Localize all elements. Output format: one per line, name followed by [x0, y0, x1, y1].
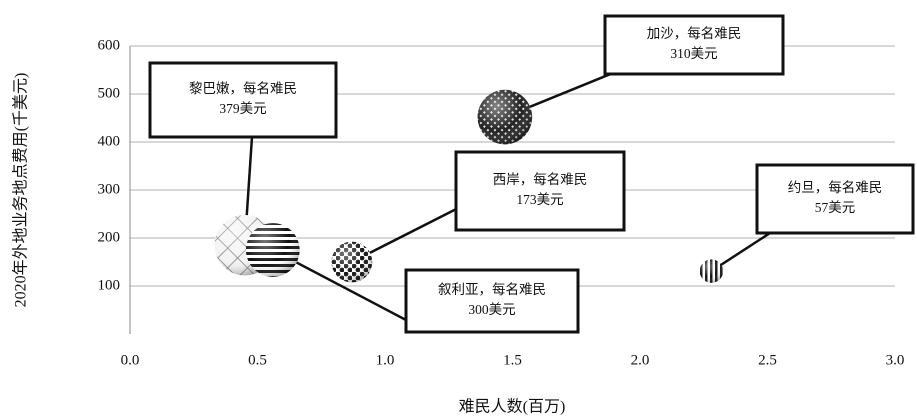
- x-tick-label: 3.0: [886, 352, 905, 368]
- bubble-shade: [245, 223, 300, 277]
- x-tick-label: 0.5: [248, 352, 267, 368]
- x-tick-label: 2.0: [631, 352, 650, 368]
- annotation-box: [454, 150, 626, 232]
- x-tick-label: 1.5: [503, 352, 522, 368]
- annotation-text: 黎巴嫩，每名难民: [189, 81, 297, 96]
- x-axis-title: 难民人数(百万): [459, 398, 566, 416]
- annotation-box: [755, 163, 915, 235]
- y-tick-label: 400: [98, 133, 121, 149]
- annotation-text: 310美元: [670, 46, 717, 61]
- annotation-text: 57美元: [815, 200, 856, 215]
- x-tick-label: 2.5: [758, 352, 777, 368]
- y-tick-label: 300: [98, 181, 121, 197]
- y-tick-label: 600: [98, 37, 121, 53]
- annotation-text: 173美元: [516, 192, 563, 207]
- y-tick-label: 200: [98, 229, 121, 245]
- annotation-box: [603, 14, 785, 76]
- y-axis-title: 2020年外地业务地点费用(千美元): [12, 73, 30, 308]
- annotation-text: 300美元: [468, 302, 515, 317]
- annotation-text: 约旦，每名难民: [788, 180, 883, 195]
- annotation-box: [148, 61, 338, 139]
- annotation-text: 西岸，每名难民: [493, 172, 588, 187]
- bubble-shade: [477, 89, 533, 145]
- annotation-text: 叙利亚，每名难民: [438, 282, 546, 297]
- bubble-shade: [331, 241, 373, 283]
- annotation-text: 379美元: [219, 101, 266, 116]
- y-tick-label: 500: [98, 85, 121, 101]
- y-tick-label: 100: [98, 277, 121, 293]
- annotation-box: [404, 268, 580, 334]
- bubble-shade: [699, 259, 724, 283]
- x-tick-label: 1.0: [376, 352, 395, 368]
- x-tick-label: 0.0: [121, 352, 140, 368]
- annotation-text: 加沙，每名难民: [647, 26, 742, 41]
